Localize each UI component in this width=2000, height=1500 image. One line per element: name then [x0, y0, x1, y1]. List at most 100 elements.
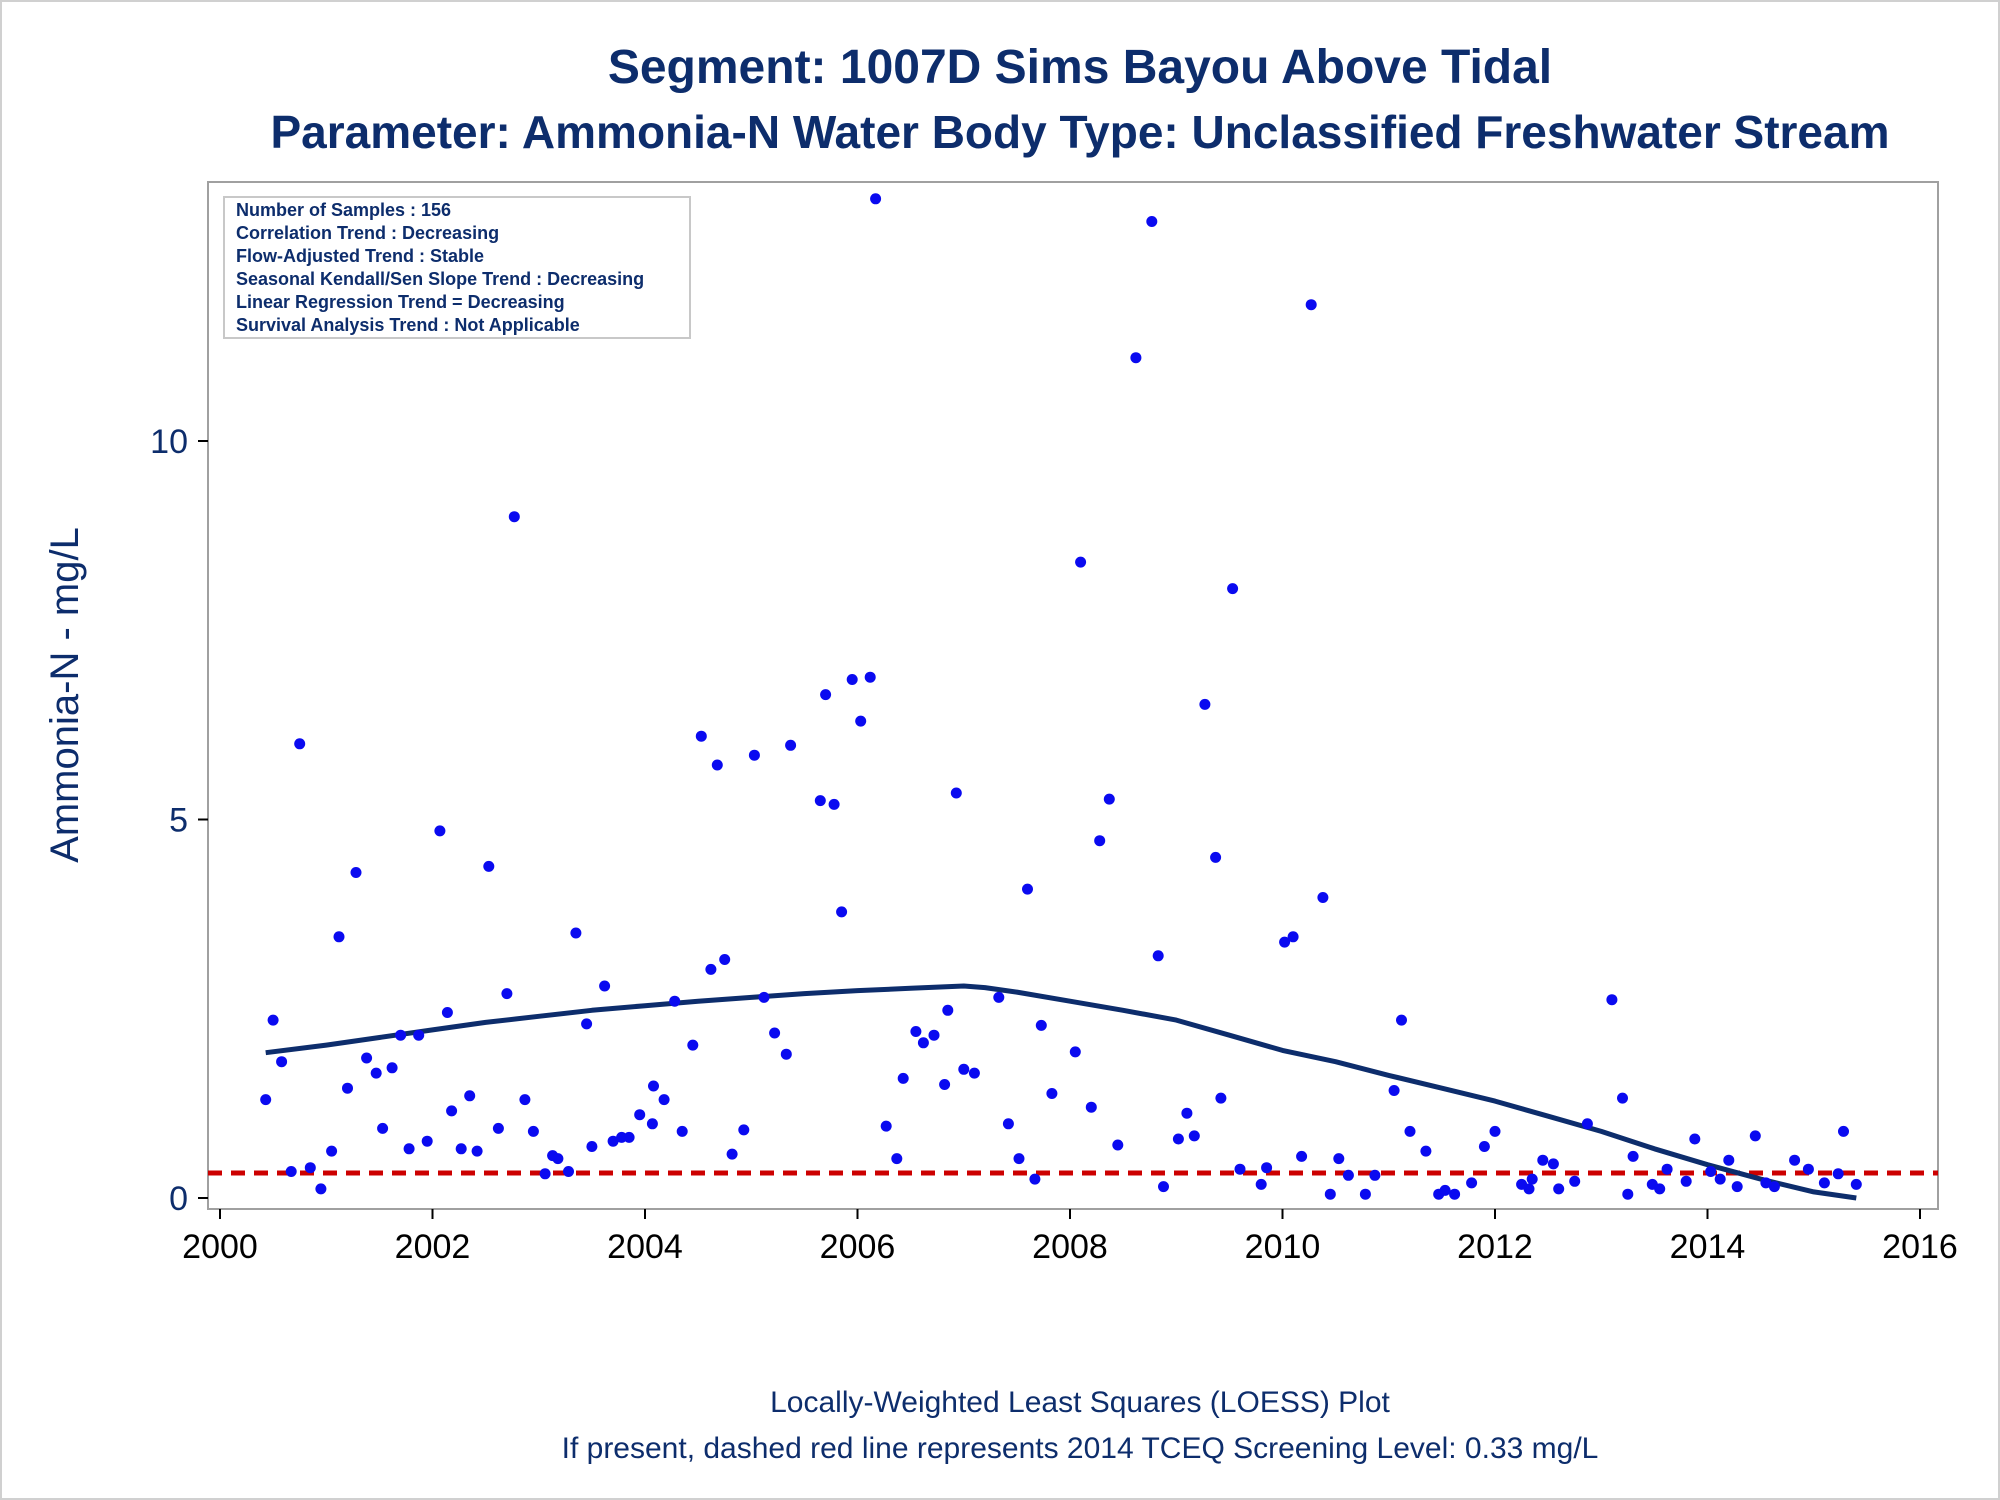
data-point — [695, 730, 707, 742]
x-axis: 2000 2002 2004 2006 2008 2010 2012 2014 2016 — [182, 1208, 1958, 1266]
legend-line: Correlation Trend : Decreasing — [236, 223, 499, 243]
data-point — [1661, 1163, 1673, 1175]
data-point — [260, 1094, 272, 1106]
y-axis: 0 5 10 — [150, 182, 209, 1218]
data-point — [836, 906, 848, 918]
data-point — [1342, 1169, 1354, 1181]
data-point — [563, 1166, 574, 1177]
x-tick-label: 2010 — [1245, 1228, 1321, 1266]
data-point — [446, 1105, 458, 1117]
points-layer — [260, 193, 1862, 1200]
data-point — [1449, 1188, 1461, 1200]
y-tick-label: 0 — [169, 1180, 188, 1218]
loess-curve — [265, 983, 1857, 1201]
data-point — [780, 1048, 792, 1060]
data-point — [1069, 1046, 1081, 1058]
data-point — [1046, 1088, 1058, 1099]
data-point — [1279, 936, 1291, 948]
chart-title: Segment: 1007D Sims Bayou Above Tidal — [608, 41, 1552, 94]
data-point — [386, 1062, 398, 1074]
data-point — [1296, 1150, 1308, 1162]
data-point — [315, 1183, 327, 1195]
data-point — [726, 1148, 738, 1160]
data-point — [748, 749, 760, 761]
data-point — [434, 825, 446, 837]
data-point — [1130, 352, 1142, 364]
data-point — [1112, 1139, 1124, 1151]
data-point — [669, 995, 681, 1007]
data-point — [1622, 1188, 1634, 1200]
data-point — [1420, 1145, 1432, 1157]
loess-layer — [265, 983, 1857, 1201]
data-point — [1838, 1125, 1849, 1137]
data-point — [1404, 1125, 1416, 1137]
data-point — [455, 1143, 467, 1155]
data-point — [1002, 1118, 1014, 1130]
data-point — [968, 1067, 980, 1079]
data-point — [1832, 1168, 1844, 1180]
data-point — [333, 931, 345, 943]
data-point — [814, 795, 826, 807]
data-point — [395, 1029, 407, 1041]
data-point — [1388, 1085, 1400, 1096]
data-point — [897, 1072, 909, 1084]
data-point — [1489, 1125, 1501, 1137]
data-point — [441, 1007, 453, 1018]
data-point — [1103, 793, 1115, 805]
data-point — [1553, 1183, 1565, 1195]
data-point — [1333, 1153, 1345, 1165]
footnote-screening: If present, dashed red line represents 2… — [562, 1432, 1599, 1465]
data-point — [1818, 1177, 1830, 1189]
data-point — [1714, 1173, 1726, 1185]
data-point — [1013, 1153, 1025, 1165]
x-tick-label: 2002 — [395, 1228, 471, 1266]
data-point — [942, 1004, 954, 1016]
data-point — [1305, 299, 1317, 311]
data-point — [758, 991, 770, 1003]
data-point — [1802, 1163, 1814, 1175]
data-point — [1085, 1101, 1097, 1113]
data-point — [519, 1094, 531, 1106]
data-point — [1199, 698, 1211, 710]
data-point — [711, 759, 723, 771]
data-point — [1768, 1181, 1780, 1193]
data-point — [361, 1052, 373, 1064]
x-tick-label: 2004 — [607, 1228, 683, 1266]
data-point — [891, 1153, 903, 1165]
data-point — [1287, 931, 1299, 943]
data-point — [1581, 1118, 1593, 1130]
data-point — [1627, 1150, 1639, 1162]
data-point — [1569, 1175, 1581, 1187]
data-point — [492, 1122, 504, 1134]
data-point — [581, 1018, 593, 1030]
data-point — [719, 954, 731, 965]
data-point — [1324, 1188, 1336, 1200]
legend-line: Seasonal Kendall/Sen Slope Trend : Decre… — [236, 269, 644, 289]
data-point — [1396, 1014, 1407, 1026]
data-point — [676, 1125, 688, 1137]
data-point — [483, 860, 495, 872]
data-point — [687, 1039, 699, 1051]
data-point — [471, 1145, 483, 1157]
data-point — [1075, 556, 1087, 568]
data-point — [864, 671, 876, 683]
data-point — [1749, 1130, 1761, 1142]
legend-line: Survival Analysis Trend : Not Applicable — [236, 315, 580, 335]
data-point — [1731, 1181, 1743, 1193]
data-point — [1723, 1154, 1735, 1166]
data-point — [910, 1026, 922, 1037]
legend-line: Flow-Adjusted Trend : Stable — [236, 246, 484, 266]
data-point — [658, 1094, 670, 1106]
data-point — [958, 1063, 970, 1075]
data-point — [1850, 1178, 1862, 1190]
data-point — [464, 1090, 476, 1102]
data-point — [1215, 1092, 1227, 1104]
data-point — [1760, 1177, 1772, 1189]
data-point — [993, 991, 1005, 1003]
data-point — [1146, 216, 1158, 227]
data-point — [421, 1135, 433, 1147]
data-point — [1705, 1166, 1717, 1177]
data-point — [599, 980, 611, 992]
data-point — [646, 1118, 658, 1130]
